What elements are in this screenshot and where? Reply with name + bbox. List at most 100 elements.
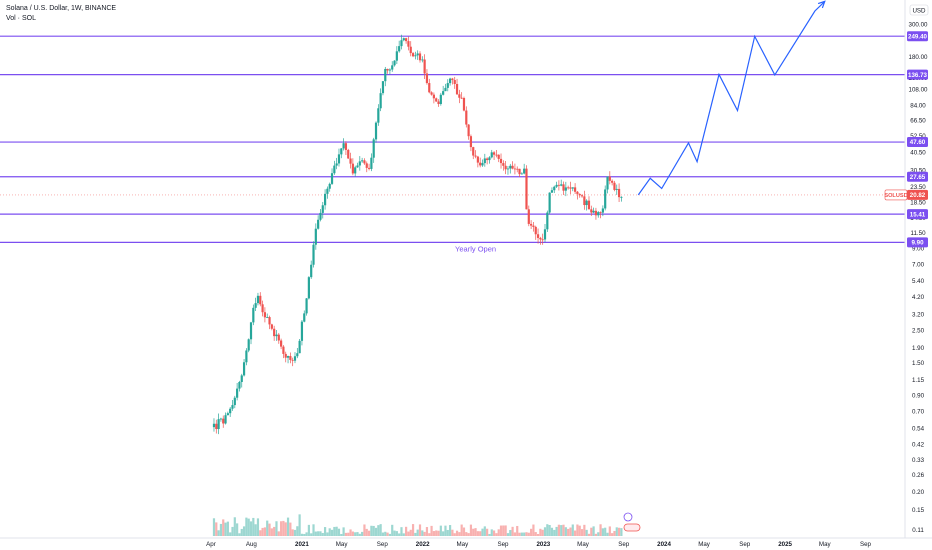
candle-body (344, 143, 348, 150)
candle-body (546, 212, 549, 230)
candle-body (428, 83, 431, 93)
candle-body (511, 165, 514, 169)
volume-bar (557, 524, 560, 536)
candle-body (469, 136, 473, 148)
volume-bar (233, 517, 236, 536)
volume-bar (280, 521, 283, 536)
candle-body (351, 163, 354, 174)
volume-bar (321, 532, 324, 536)
dividend-event-icon[interactable] (623, 512, 633, 522)
volume-bar (379, 524, 382, 536)
volume-bar (585, 529, 588, 536)
candle-body (286, 356, 290, 358)
level-badge (907, 69, 928, 80)
volume-bar (342, 527, 345, 536)
price-axis[interactable]: 300.00250.00180.00130.00108.0084.0066.50… (909, 21, 928, 534)
volume-bar (513, 532, 517, 536)
volume-bar (442, 531, 445, 536)
candle-body (567, 187, 570, 189)
candle-body (590, 209, 593, 213)
price-tick-label: 30.50 (910, 167, 926, 174)
candle-body (224, 415, 227, 424)
volume-bar (620, 528, 623, 536)
projection-line[interactable] (637, 0, 826, 196)
candle-body (277, 334, 280, 341)
volume-bar (388, 533, 392, 536)
candle-body (562, 184, 565, 191)
volume-bar (384, 531, 387, 536)
horizontal-levels[interactable] (0, 35, 905, 244)
price-tick-label: 7.00 (912, 262, 925, 269)
candle-body (245, 350, 248, 363)
time-tick-label: 2023 (536, 541, 550, 548)
volume-bar (317, 531, 320, 536)
time-tick-label: Sep (860, 541, 872, 548)
volume-bar (365, 528, 368, 536)
candle-body (437, 101, 440, 105)
volume-bar (560, 525, 563, 536)
volume-bar (256, 518, 260, 536)
volume-bar (437, 530, 440, 536)
candle-body (548, 192, 551, 213)
candle-body (229, 408, 232, 414)
candle-body (268, 317, 271, 325)
time-axis[interactable]: Apr Aug 2021 May Sep 2022 May Sep 2023 May Sep 2024… (206, 541, 871, 548)
candle-body (601, 208, 604, 213)
volume-bar (518, 532, 521, 536)
price-tick-label: 0.11 (912, 527, 924, 534)
price-tick-label: 0.20 (912, 489, 925, 496)
candle-body (252, 307, 255, 323)
volume-bar (435, 530, 438, 536)
current-price-badge (907, 189, 928, 200)
volume-bar (395, 531, 398, 536)
candle-body (226, 413, 229, 416)
currency-label: USD (909, 4, 929, 16)
candle-body (321, 205, 324, 213)
candle-body (525, 168, 528, 210)
volume-bar (525, 532, 528, 536)
earnings-event-icon[interactable] (623, 523, 641, 532)
volume-bar (363, 524, 366, 536)
candle-body (553, 186, 556, 191)
current-price-text: 20.82 (910, 192, 926, 199)
volume-bar (536, 533, 540, 536)
candle-body (455, 84, 459, 95)
volume-label: Vol · SOL (6, 15, 36, 22)
volume-bar (564, 527, 567, 536)
volume-bar (370, 525, 373, 536)
candle-body (615, 188, 618, 190)
volume-bar (502, 525, 505, 536)
candle-body (411, 53, 415, 57)
candle-body (611, 180, 614, 183)
candle-body (534, 226, 537, 235)
time-tick-label: May (456, 541, 469, 548)
price-tick-label: 300.00 (909, 21, 928, 28)
candle-body (215, 423, 218, 430)
volume-bar (562, 524, 565, 536)
volume-bar (511, 526, 514, 536)
candle-body (416, 53, 419, 56)
volume-bar (372, 525, 375, 536)
level-badge-text: 27.65 (910, 174, 926, 181)
candle-body (337, 154, 341, 164)
candle-body (592, 210, 595, 213)
time-tick-label: 2024 (657, 541, 671, 548)
candle-body (476, 156, 479, 163)
events-marker[interactable] (623, 512, 641, 532)
time-tick-label: May (698, 541, 711, 548)
candle-body (273, 328, 276, 337)
candle-body (502, 163, 505, 166)
candle-body (319, 212, 322, 220)
volume-bar (374, 527, 378, 536)
candle-body (238, 381, 241, 389)
time-tick-label: 2021 (295, 541, 309, 548)
candle-body (555, 184, 558, 187)
candle-body (259, 295, 262, 305)
candle-body (275, 334, 278, 337)
candle-body (569, 187, 572, 189)
projection-path[interactable] (637, 0, 826, 196)
candle-body (289, 356, 292, 360)
time-tick-label: May (336, 541, 349, 548)
candle-body (557, 184, 560, 186)
